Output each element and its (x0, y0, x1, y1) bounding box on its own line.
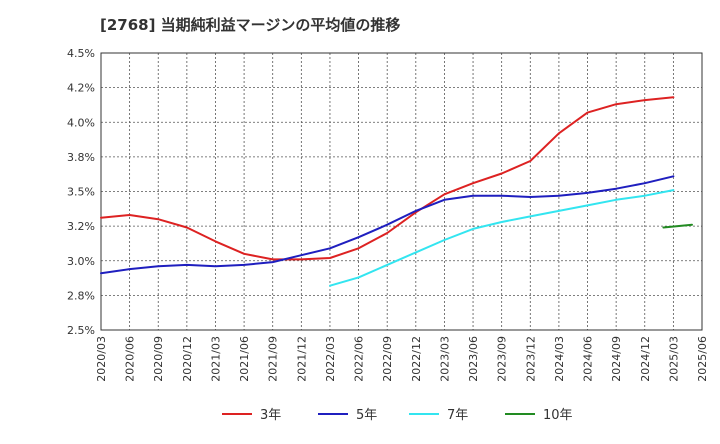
y-tick-label: 2.8% (67, 289, 95, 302)
x-tick-label: 2021/12 (295, 336, 308, 382)
series-line-3年 (100, 96, 675, 261)
x-tick-label: 2020/06 (124, 336, 137, 382)
x-tick-label: 2025/03 (667, 336, 680, 382)
x-tick-label: 2022/12 (410, 336, 423, 382)
x-tick-label: 2020/03 (95, 336, 108, 382)
series-line-5年 (100, 175, 675, 275)
y-tick-label: 3.2% (67, 220, 95, 233)
x-tick-label: 2020/09 (152, 336, 165, 382)
x-tick-label: 2021/03 (209, 336, 222, 382)
y-tick-label: 3.0% (67, 255, 95, 268)
x-tick-label: 2023/12 (524, 336, 537, 382)
x-tick-label: 2022/09 (381, 336, 394, 382)
chart-title: [2768] 当期純利益マージンの平均値の推移 (100, 16, 401, 34)
legend-label: 5年 (356, 408, 377, 423)
y-tick-label: 4.5% (67, 47, 95, 60)
x-tick-label: 2024/06 (582, 336, 595, 382)
plot-frame (100, 52, 703, 331)
x-tick-label: 2023/03 (438, 336, 451, 382)
series-line-7年 (329, 189, 675, 287)
y-tick-label: 2.5% (67, 324, 95, 337)
legend-label: 3年 (260, 408, 281, 423)
y-tick-label: 4.2% (67, 82, 95, 95)
y-tick-label: 3.5% (67, 186, 95, 199)
legend-label: 7年 (447, 408, 468, 423)
x-tick-label: 2021/09 (267, 336, 280, 382)
x-tick-label: 2024/09 (610, 336, 623, 382)
series-line-10年 (662, 223, 693, 229)
x-tick-label: 2022/03 (324, 336, 337, 382)
x-tick-label: 2025/06 (696, 336, 709, 382)
x-tick-label: 2024/03 (553, 336, 566, 382)
x-tick-label: 2022/06 (353, 336, 366, 382)
x-tick-label: 2021/06 (238, 336, 251, 382)
y-tick-label: 3.8% (67, 151, 95, 164)
x-tick-label: 2024/12 (639, 336, 652, 382)
x-tick-label: 2023/06 (467, 336, 480, 382)
x-tick-label: 2023/09 (496, 336, 509, 382)
legend-label: 10年 (543, 408, 573, 423)
y-tick-label: 4.0% (67, 116, 95, 129)
x-tick-label: 2020/12 (181, 336, 194, 382)
